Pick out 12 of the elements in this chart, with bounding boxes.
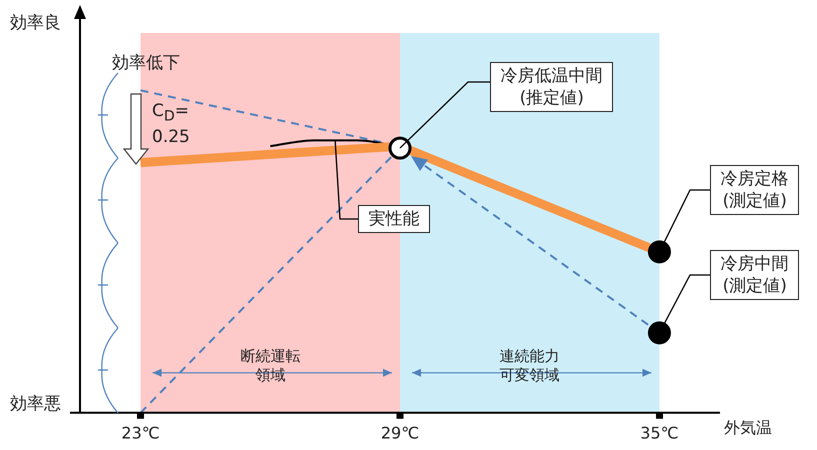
annotation: 実性能 [358, 205, 430, 234]
text: 効率良 [10, 12, 61, 34]
annotation: 冷房中間(測定値) [710, 250, 800, 300]
x-tick-label: 29℃ [380, 424, 420, 443]
text: 効率悪 [10, 393, 61, 416]
annotation: 冷房低温中間(推定値) [490, 62, 614, 112]
x-axis-title: 外気温 [724, 418, 772, 439]
x-tick-label: 35℃ [640, 424, 679, 443]
annotation: C$_{D}$= 0.25 [152, 100, 191, 148]
text: 効率低下 [112, 52, 180, 74]
annotation: 冷房定格(測定値) [710, 165, 800, 216]
x-tick-label: 23℃ [121, 424, 160, 443]
